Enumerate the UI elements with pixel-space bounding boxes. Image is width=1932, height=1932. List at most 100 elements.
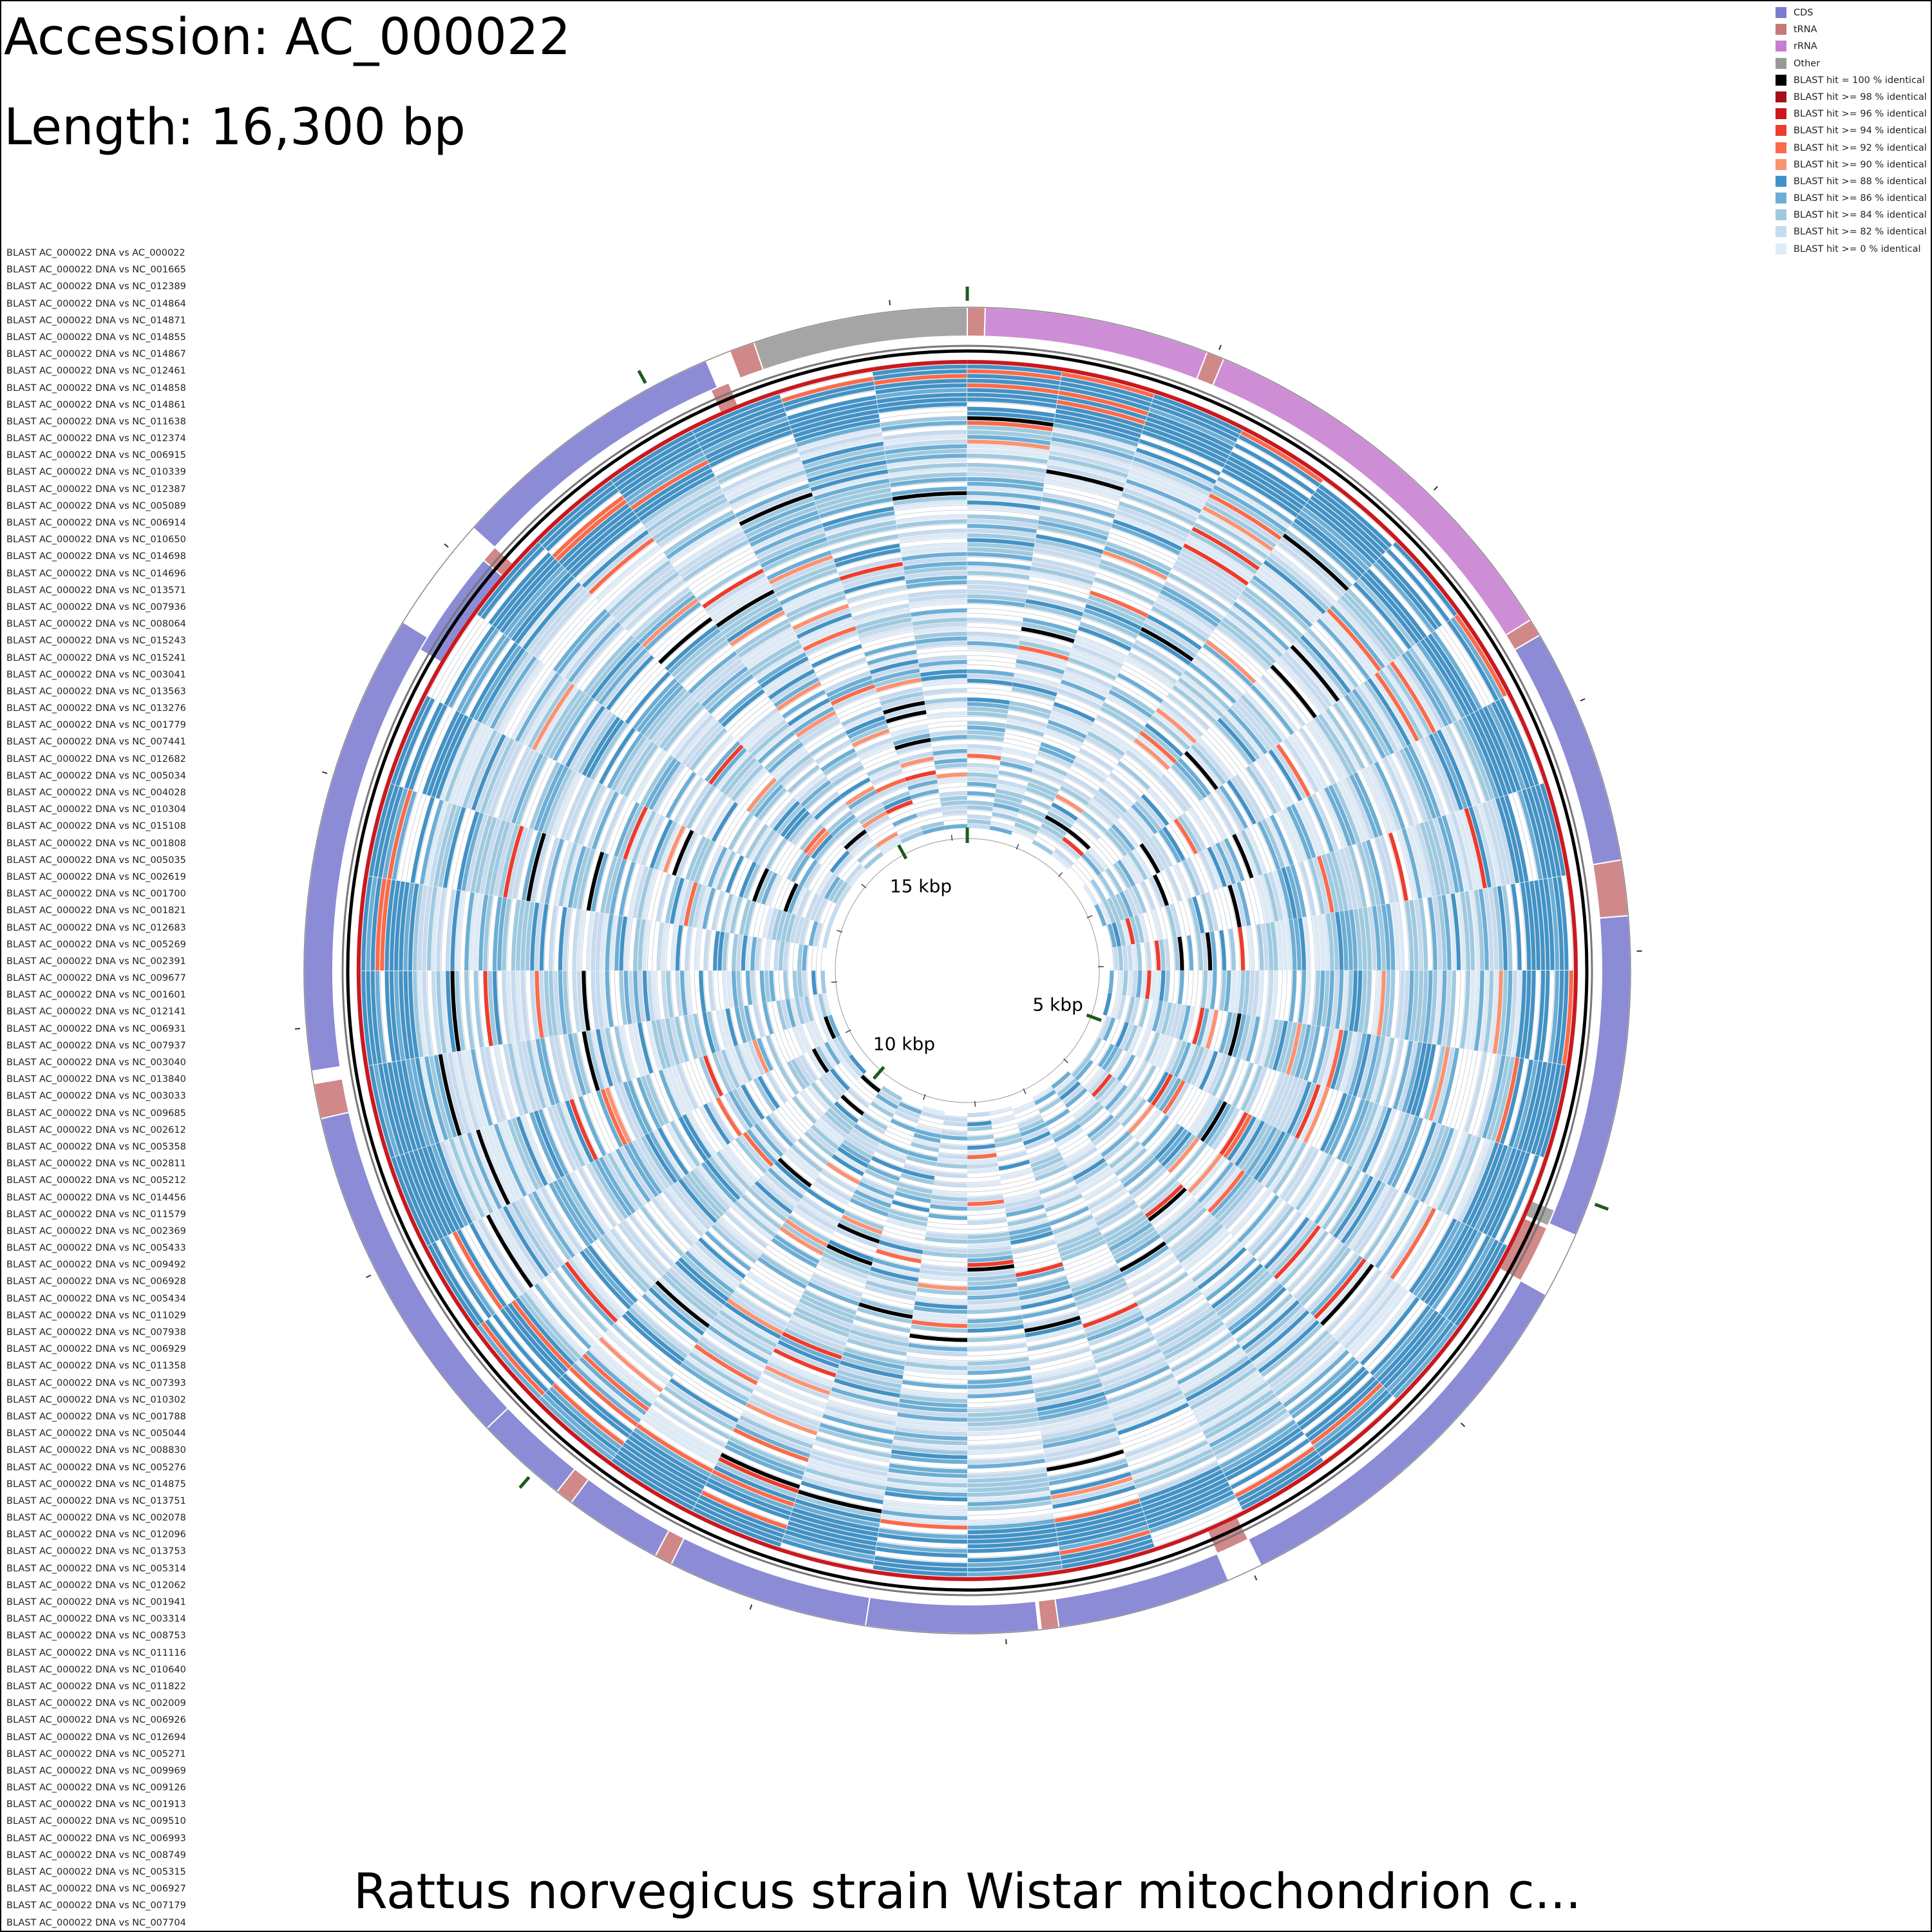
blast-hit [790,998,801,1026]
blast-hit [1189,1095,1215,1134]
blast-hit [1247,971,1255,1016]
blast-hit [753,784,784,818]
blast-hit [1113,1052,1132,1079]
blast-hit [884,439,967,450]
blast-hit [899,1398,967,1408]
blast-hit [1543,878,1555,971]
blast-hit [707,799,735,840]
blast-hit [878,1090,901,1105]
blast-hit [632,1303,691,1355]
blast-hit [882,430,967,441]
blast-hit [781,582,842,610]
blast-hit [1269,1333,1333,1388]
blast-hit [1339,848,1358,909]
blast-hit [1101,1081,1124,1107]
blast-hit [1220,714,1260,760]
blast-hit [1061,1543,1155,1569]
blast-hit [1045,474,1122,497]
blast-hit [642,869,658,920]
blast-hit [1352,688,1394,755]
blast-hit [569,1099,598,1160]
blast-hit [1513,1060,1538,1149]
blast-hit [854,1189,892,1208]
blast-hit [467,1132,502,1209]
blast-hit [1383,1114,1414,1184]
blast-hit [707,1101,735,1142]
blast-hit [1083,884,1098,906]
blast-hit [1327,608,1381,672]
blast-hit [777,1340,840,1368]
blast-hit [1358,1106,1388,1171]
blast-hit [737,623,792,658]
blast-hit [1397,1211,1444,1285]
blast-hit [1215,842,1236,885]
blast-hit [1219,1057,1240,1101]
blast-hit [967,1440,1043,1450]
blast-hit [1159,1077,1182,1112]
blast-hit [724,1302,782,1340]
blast-hit [844,576,905,594]
blast-hit [1522,789,1548,879]
legend-label: tRNA [1794,24,1817,35]
blast-hit [1018,1275,1068,1291]
blast-hit [881,840,903,855]
blast-hit [1371,1197,1416,1266]
blast-hit [1431,630,1482,710]
blast-hit [739,1415,813,1449]
blast-hit [674,527,743,571]
blast-hit [1233,701,1276,749]
blast-hit [730,896,743,934]
blast-hit [796,612,852,639]
blast-hit [1283,1148,1320,1202]
blast-hit [767,1361,832,1391]
legend-swatch [1776,209,1786,221]
blast-hit [640,1135,674,1186]
blast-hit [822,1252,870,1275]
blast-hit [1395,902,1405,971]
blast-hit [1188,1153,1222,1193]
blast-hit [619,916,628,971]
blast-hit [732,971,739,1008]
blast-hit [822,925,832,949]
blast-hit [697,734,734,777]
blast-hit [1356,686,1399,753]
blast-hit [1344,910,1353,971]
blast-hit [1310,495,1383,558]
blast-hit [1321,914,1330,971]
blast-hit [800,621,855,647]
blast-hit [1504,795,1529,882]
blast-hit [1470,1144,1508,1228]
blast-hit [433,804,457,887]
blast-hit [690,1170,728,1213]
blast-hit [698,1237,746,1279]
blast-hit [771,1237,818,1268]
blast-hit [807,830,830,857]
blast-hit [1200,971,1208,1008]
blast-hit [804,996,814,1022]
blast-hit [689,728,727,772]
blast-hit [758,1121,787,1154]
track-label: BLAST AC_000022 DNA vs NC_006928 [6,1276,186,1287]
blast-hit [1072,761,1106,783]
blast-hit [732,934,739,971]
blast-hit [559,1376,630,1438]
blast-hit [608,560,671,615]
blast-hit [788,1319,847,1347]
blast-hit [996,784,1026,795]
blast-hit [631,587,690,638]
blast-hit [649,1287,705,1336]
blast-hit [1280,654,1329,710]
blast-hit [545,1274,601,1340]
blast-hit [867,650,917,666]
blast-hit [734,1200,776,1237]
blast-hit [741,627,794,662]
blast-hit [750,515,820,547]
outer-minor-tick [294,1028,300,1030]
blast-hit [1189,807,1215,846]
blast-hit [919,1273,967,1282]
blast-hit [1488,971,1499,1054]
blast-hit [834,818,859,840]
blast-hit [637,867,654,919]
blast-hit [1031,768,1064,785]
blast-hit [1022,1302,1077,1319]
